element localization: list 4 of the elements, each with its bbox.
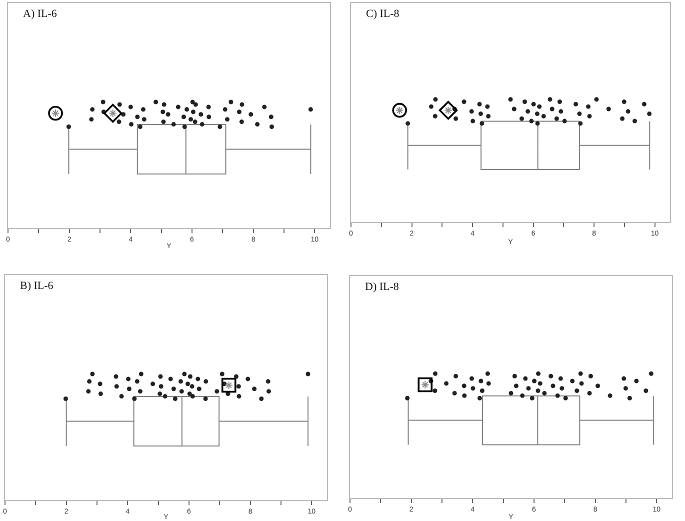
- chart-title: C) IL-8: [366, 8, 400, 20]
- chart-title: A) IL-6: [23, 8, 58, 20]
- chart-title: D) IL-8: [365, 281, 400, 293]
- chart-title: B) IL-6: [20, 280, 54, 292]
